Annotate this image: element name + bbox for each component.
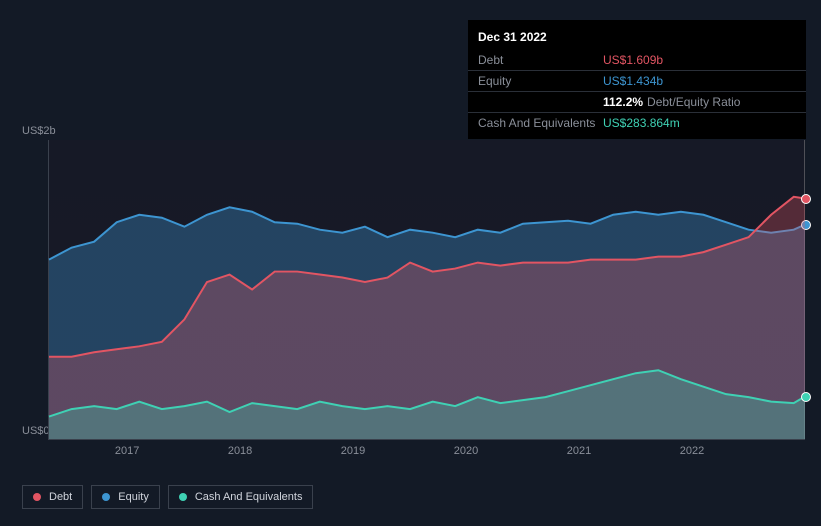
y-axis-label-top: US$2b bbox=[22, 125, 56, 137]
tooltip-row-value: US$1.434b bbox=[603, 74, 796, 88]
legend-dot-icon bbox=[179, 493, 187, 501]
plot-area[interactable] bbox=[48, 140, 805, 440]
tooltip-row-label bbox=[478, 95, 603, 109]
tooltip-row: DebtUS$1.609b bbox=[468, 50, 806, 71]
x-tick: 2017 bbox=[115, 445, 139, 457]
legend-item-cash-and-equivalents[interactable]: Cash And Equivalents bbox=[168, 485, 314, 509]
chart: US$2b US$0 201720182019202020212022 bbox=[16, 125, 806, 435]
x-tick: 2019 bbox=[341, 445, 365, 457]
tooltip-panel: Dec 31 2022 DebtUS$1.609bEquityUS$1.434b… bbox=[468, 20, 806, 139]
x-tick: 2018 bbox=[228, 445, 252, 457]
x-tick: 2020 bbox=[454, 445, 478, 457]
tooltip-row: 112.2%Debt/Equity Ratio bbox=[468, 92, 806, 113]
y-axis-label-bottom: US$0 bbox=[22, 425, 50, 437]
tooltip-row: EquityUS$1.434b bbox=[468, 71, 806, 92]
tooltip-row-value: US$1.609b bbox=[603, 53, 796, 67]
tooltip-row-label: Equity bbox=[478, 74, 603, 88]
tooltip-date: Dec 31 2022 bbox=[468, 26, 806, 50]
series-end-dot bbox=[801, 392, 811, 402]
legend-item-debt[interactable]: Debt bbox=[22, 485, 83, 509]
series-cash-and-equivalents bbox=[49, 140, 805, 439]
x-axis: 2017 2018 2019 2020 2021 2022 bbox=[48, 445, 805, 465]
x-tick: 2021 bbox=[567, 445, 591, 457]
legend-item-equity[interactable]: Equity bbox=[91, 485, 160, 509]
tooltip-row-value: 112.2%Debt/Equity Ratio bbox=[603, 95, 796, 109]
tooltip-row-label: Debt bbox=[478, 53, 603, 67]
legend-label: Debt bbox=[49, 491, 72, 503]
legend-label: Equity bbox=[118, 491, 149, 503]
legend-label: Cash And Equivalents bbox=[195, 491, 303, 503]
x-tick: 2022 bbox=[680, 445, 704, 457]
legend: Debt Equity Cash And Equivalents bbox=[22, 485, 313, 509]
legend-dot-icon bbox=[102, 493, 110, 501]
legend-dot-icon bbox=[33, 493, 41, 501]
